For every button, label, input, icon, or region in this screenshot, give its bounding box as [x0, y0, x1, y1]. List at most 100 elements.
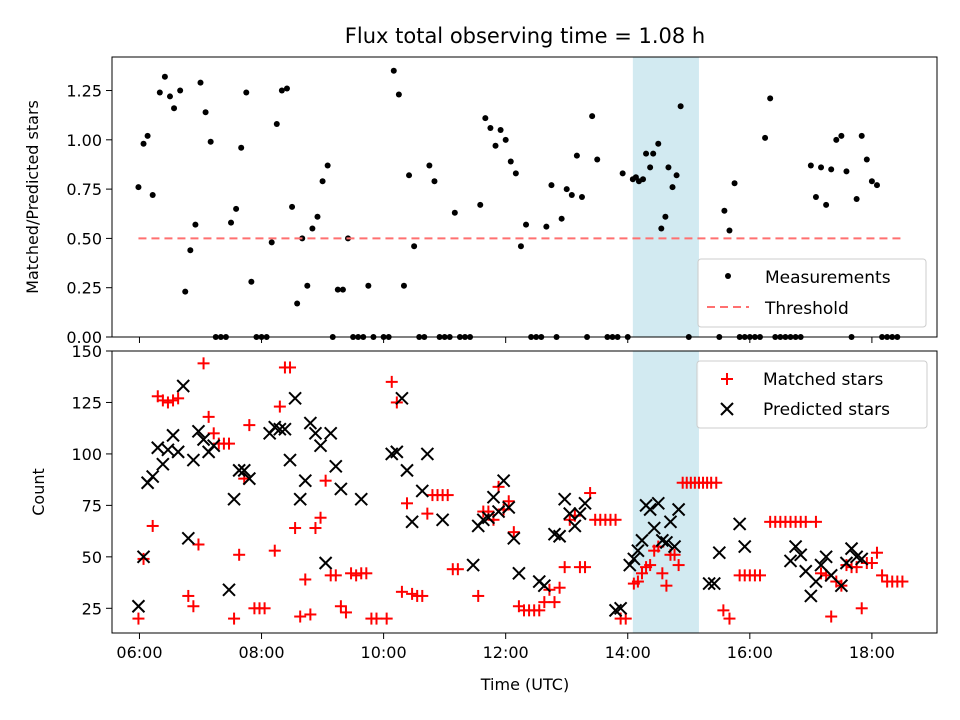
measurements-point	[812, 194, 819, 200]
measurements-point	[406, 172, 413, 179]
predicted-stars-point	[303, 416, 318, 430]
x-tick-label: 16:00	[727, 643, 773, 662]
matched-stars-point	[502, 495, 515, 508]
predicted-stars-point	[814, 558, 828, 572]
predicted-stars-point	[732, 517, 747, 531]
measurements-point	[665, 164, 672, 171]
matched-stars-point	[416, 589, 429, 602]
measurements-point	[643, 150, 650, 157]
measurements-point	[238, 144, 245, 151]
measurements-point	[273, 121, 280, 128]
matched-stars-point	[558, 561, 571, 574]
measurements-point	[818, 164, 825, 171]
predicted-stars-point	[329, 459, 343, 473]
predicted-stars-point	[207, 438, 221, 453]
measurements-point	[278, 87, 285, 94]
measurements-point	[650, 150, 657, 157]
measurements-point	[487, 124, 494, 131]
matched-stars-point	[289, 522, 302, 535]
predicted-stars-point	[839, 556, 854, 570]
measurements-point	[156, 89, 163, 96]
matched-stars-point	[294, 610, 307, 623]
matched-stars-point	[187, 600, 200, 613]
matched-stars-point	[799, 515, 812, 528]
measurements-point	[319, 178, 326, 185]
measurements-point	[411, 243, 418, 250]
measurements-point	[843, 168, 850, 175]
matched-stars-point	[202, 410, 215, 423]
measurements-point	[289, 203, 296, 210]
y-tick-label: 25	[82, 599, 102, 618]
predicted-stars-point	[631, 543, 645, 558]
bottom-axes-frame	[111, 350, 938, 634]
matched-stars-point	[538, 596, 551, 609]
matched-stars-point	[896, 575, 909, 588]
predicted-stars-point	[563, 506, 577, 521]
top-legend: Measurements Threshold	[697, 258, 927, 328]
measurements-point	[512, 170, 519, 177]
measurements-point	[324, 162, 331, 169]
measurements-point	[502, 136, 509, 143]
measurements-point	[334, 286, 341, 293]
measurements-point	[395, 91, 402, 98]
measurements-point	[451, 209, 458, 216]
y-tick-label: 0.25	[66, 279, 102, 298]
measurements-point	[492, 142, 499, 149]
predicted-stars-point	[486, 490, 501, 504]
measurements-point	[823, 201, 830, 208]
predicted-stars-point	[481, 511, 496, 525]
matched-stars-point	[304, 608, 317, 621]
predicted-stars-point	[288, 391, 302, 406]
predicted-stars-point	[824, 568, 838, 583]
predicted-stars-point	[788, 539, 803, 554]
bottom-legend: Matched stars Predicted stars	[696, 360, 928, 429]
predicted-stars-point	[283, 453, 297, 467]
matched-stars-point	[132, 612, 145, 625]
measurements-point	[248, 278, 255, 285]
matched-stars-point	[533, 604, 546, 617]
predicted-stars-point	[537, 578, 552, 593]
legend-label-matched: Matched stars	[763, 370, 883, 390]
y-tick-label: 125	[71, 393, 102, 412]
predicted-stars-point	[415, 484, 429, 498]
measurements-point	[314, 213, 321, 220]
predicted-stars-point	[308, 426, 323, 441]
matched-stars-point	[345, 567, 358, 580]
measurements-point	[762, 134, 769, 141]
y-tick-label: 1.25	[66, 82, 102, 101]
matched-stars-point	[167, 394, 180, 407]
predicted-stars-point	[507, 531, 521, 546]
measurements-point	[558, 215, 565, 222]
measurements-point	[187, 247, 194, 254]
matched-stars-point	[401, 497, 414, 510]
measurements-point	[192, 221, 199, 228]
measurements-point	[838, 132, 845, 139]
matched-stars-point	[137, 552, 150, 565]
matched-stars-point	[635, 567, 648, 580]
measurements-point	[523, 221, 530, 228]
predicted-stars-point	[635, 533, 649, 548]
predicted-stars-point	[793, 548, 808, 562]
matched-stars-point	[329, 569, 342, 582]
measurements-point	[863, 156, 870, 163]
predicted-stars-point	[502, 500, 516, 515]
predicted-stars-point	[171, 445, 185, 459]
predicted-stars-point	[834, 578, 849, 593]
predicted-stars-point	[151, 441, 165, 455]
matched-stars-point	[268, 544, 281, 557]
measurements-point	[166, 93, 173, 100]
measurements-point	[873, 182, 880, 189]
matched-stars-point	[809, 515, 822, 528]
predicted-stars-point	[176, 379, 190, 393]
measurements-point	[207, 138, 214, 145]
predicted-stars-point	[659, 535, 674, 550]
y-tick-label: 150	[71, 342, 102, 361]
measurements-point	[283, 85, 290, 92]
matched-stars-point	[182, 589, 195, 602]
predicted-stars-point	[435, 513, 450, 527]
predicted-stars-point	[643, 502, 657, 517]
measurements-point	[431, 178, 438, 185]
predicted-stars-point	[278, 422, 292, 436]
x-tick-label: 14:00	[605, 643, 651, 662]
matched-stars-point	[876, 569, 889, 582]
